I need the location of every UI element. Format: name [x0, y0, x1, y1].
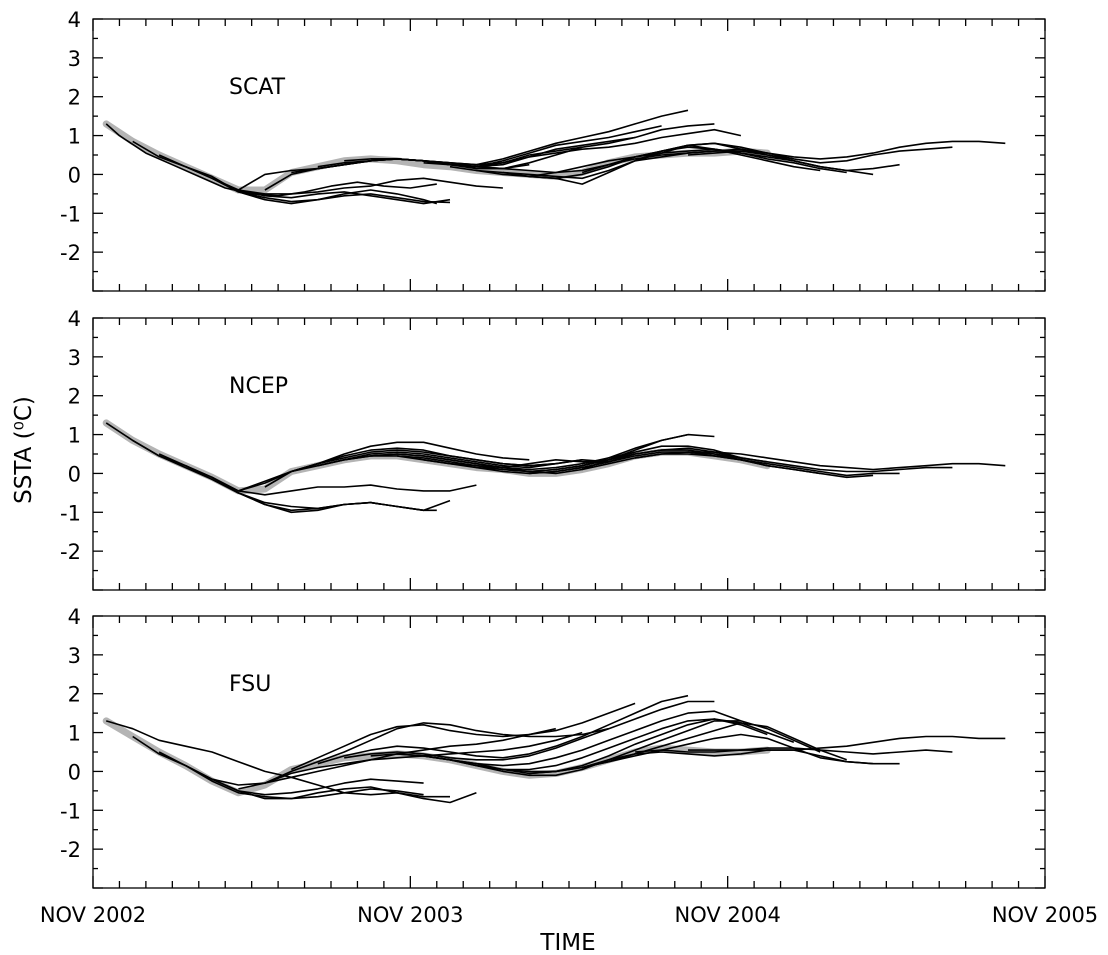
forecast-line-10: [344, 700, 715, 761]
forecast-line-1: [105, 422, 451, 512]
forecast-line-19: [688, 735, 1006, 751]
x-axis-label: TIME: [539, 930, 595, 955]
y-tick-label: 1: [68, 424, 81, 448]
forecast-line-19: [634, 146, 953, 164]
y-tick-label: 4: [68, 8, 81, 32]
y-tick-label: 1: [68, 722, 81, 746]
y-tick-label: 3: [68, 644, 81, 668]
forecast-line-1: [105, 123, 437, 197]
forecast-line-7: [264, 449, 583, 488]
y-tick-label: 0: [68, 163, 81, 187]
y-tick-label: 0: [68, 760, 81, 784]
observed-line: [102, 419, 771, 495]
forecast-line-15: [529, 451, 874, 479]
y-tick-label: 2: [68, 385, 81, 409]
forecast-line-3: [158, 154, 451, 204]
forecast-line-7: [264, 722, 609, 784]
forecast-line-12: [397, 128, 742, 168]
forecast-line-5: [211, 177, 503, 195]
forecast-line-4: [185, 464, 477, 496]
forecast-line-10: [344, 433, 689, 475]
y-tick-label: -1: [60, 799, 81, 823]
forecast-line-15: [476, 722, 847, 773]
y-tick-label: -2: [60, 540, 81, 564]
panel-scat: 4 3 2 1 0 -1 -2 SCAT: [60, 8, 1046, 292]
forecast-line-18: [635, 747, 953, 755]
forecast-line-6: [238, 731, 583, 790]
forecast-line-3: [158, 751, 424, 800]
y-tick-label: 2: [68, 683, 81, 707]
forecast-line-1: [105, 720, 477, 804]
y-tick-label: -2: [60, 838, 81, 862]
y-tick-label: 4: [68, 307, 81, 331]
panel-label: FSU: [229, 672, 271, 697]
forecast-line-3: [158, 453, 424, 514]
x-tick-label: NOV 2003: [357, 903, 463, 927]
plot-frame: [92, 18, 1046, 292]
x-tick-label: NOV 2005: [992, 903, 1098, 927]
panel-label: NCEP: [229, 374, 288, 399]
forecast-line-20: [687, 140, 1006, 160]
forecast-line-4: [185, 165, 438, 205]
forecast-line-9: [317, 694, 689, 765]
panel-fsu: 4 3 2 1 0 -1 -2 NOV 2002 NOV 2003 NOV 2004 NOV 200…: [40, 605, 1098, 927]
panel-label: SCAT: [229, 75, 286, 100]
x-tick-label: NOV 2002: [40, 903, 146, 927]
y-tick-label: -1: [60, 501, 81, 525]
forecast-line-4: [185, 764, 424, 796]
y-axis-label: SSTA (⁰C): [11, 396, 37, 504]
y-tick-label: 4: [68, 605, 81, 629]
y-tick-label: 3: [68, 47, 81, 71]
y-tick-label: 0: [68, 462, 81, 486]
forecast-line-16: [502, 146, 847, 180]
forecast-line-17: [581, 749, 900, 769]
plot-frame: [92, 317, 1046, 591]
y-tick-label: 1: [68, 125, 81, 149]
y-tick-label: -2: [60, 241, 81, 265]
y-tick-label: -1: [60, 202, 81, 226]
forecast-line-5: [211, 441, 530, 492]
panel-ncep: 4 3 2 1 0 -1 -2 NCEP: [60, 307, 1046, 591]
y-tick-label: 2: [68, 86, 81, 110]
y-tick-label: 3: [68, 346, 81, 370]
forecast-line-8: [290, 702, 636, 771]
forecast-line-18: [688, 451, 1006, 471]
x-tick-label: NOV 2004: [674, 903, 780, 927]
